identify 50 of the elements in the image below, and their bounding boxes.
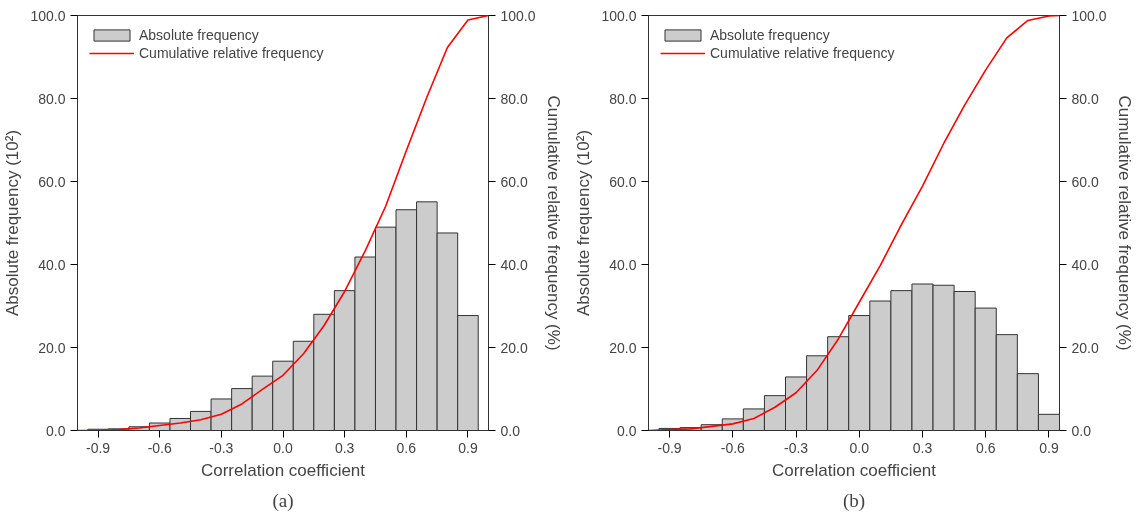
y2-tick-label: 0.0 (500, 422, 521, 439)
legend-label: Cumulative relative frequency (139, 45, 324, 61)
y2-tick-label: 80.0 (1071, 90, 1099, 107)
y-tick-label: 60.0 (38, 173, 66, 190)
y-tick-label: 80.0 (609, 90, 637, 107)
legend-label: Absolute frequency (139, 27, 259, 43)
y-axis-title: Absolute frequency (10²) (3, 129, 23, 317)
y-tick-label: 20.0 (609, 339, 637, 356)
y-tick-label: 60.0 (609, 173, 637, 190)
y2-tick-label: 60.0 (1071, 173, 1099, 190)
x-tick-label: 0.3 (912, 439, 933, 456)
legend-label: Absolute frequency (710, 27, 830, 43)
y2-tick-label: 100.0 (500, 7, 536, 24)
y-tick-label: 40.0 (609, 256, 637, 273)
y2-tick-label: 40.0 (500, 256, 528, 273)
x-tick-label: -0.6 (147, 439, 172, 456)
y2-tick-label: 100.0 (1071, 7, 1107, 24)
x-tick-label: 0.9 (1039, 439, 1059, 456)
y-tick-label: 40.0 (38, 256, 66, 273)
x-tick-label: -0.3 (209, 439, 234, 456)
y2-tick-label: 20.0 (1071, 339, 1099, 356)
y-tick-label: 100.0 (601, 7, 637, 24)
x-tick-label: 0.9 (458, 439, 478, 456)
y-tick-label: 0.0 (46, 422, 66, 439)
x-tick-label: -0.9 (85, 439, 111, 456)
x-tick-label: -0.3 (783, 439, 809, 456)
x-axis-title: Correlation coefficient (771, 460, 937, 480)
x-tick-label: -0.6 (720, 439, 746, 456)
text: (b) (842, 489, 866, 512)
y-tick-label: 0.0 (617, 422, 637, 439)
y2-tick-label: 60.0 (500, 173, 528, 190)
y2-tick-label: 0.0 (1071, 422, 1092, 439)
y2-tick-label: 80.0 (500, 90, 528, 107)
x-tick-label: 0.0 (849, 439, 870, 456)
x-tick-label: 0.3 (334, 439, 355, 456)
legend-label: Cumulative relative frequency (710, 45, 895, 61)
y2-axis-title: Cumulative relative frequency (%) (543, 95, 563, 351)
x-tick-label: 0.6 (396, 439, 417, 456)
y2-axis-title: Cumulative relative frequency (%) (1114, 95, 1134, 351)
y-tick-label: 100.0 (30, 7, 66, 24)
x-axis-title: Correlation coefficient (200, 460, 366, 480)
x-tick-label: -0.9 (657, 439, 682, 456)
x-tick-label: 0.6 (976, 439, 996, 456)
text: (a) (272, 489, 294, 512)
x-tick-label: 0.0 (273, 439, 293, 456)
y-tick-label: 80.0 (38, 90, 66, 107)
y2-tick-label: 20.0 (500, 339, 528, 356)
y-tick-label: 20.0 (38, 339, 66, 356)
y-axis-title: Absolute frequency (10²) (574, 129, 594, 317)
y2-tick-label: 40.0 (1071, 256, 1099, 273)
